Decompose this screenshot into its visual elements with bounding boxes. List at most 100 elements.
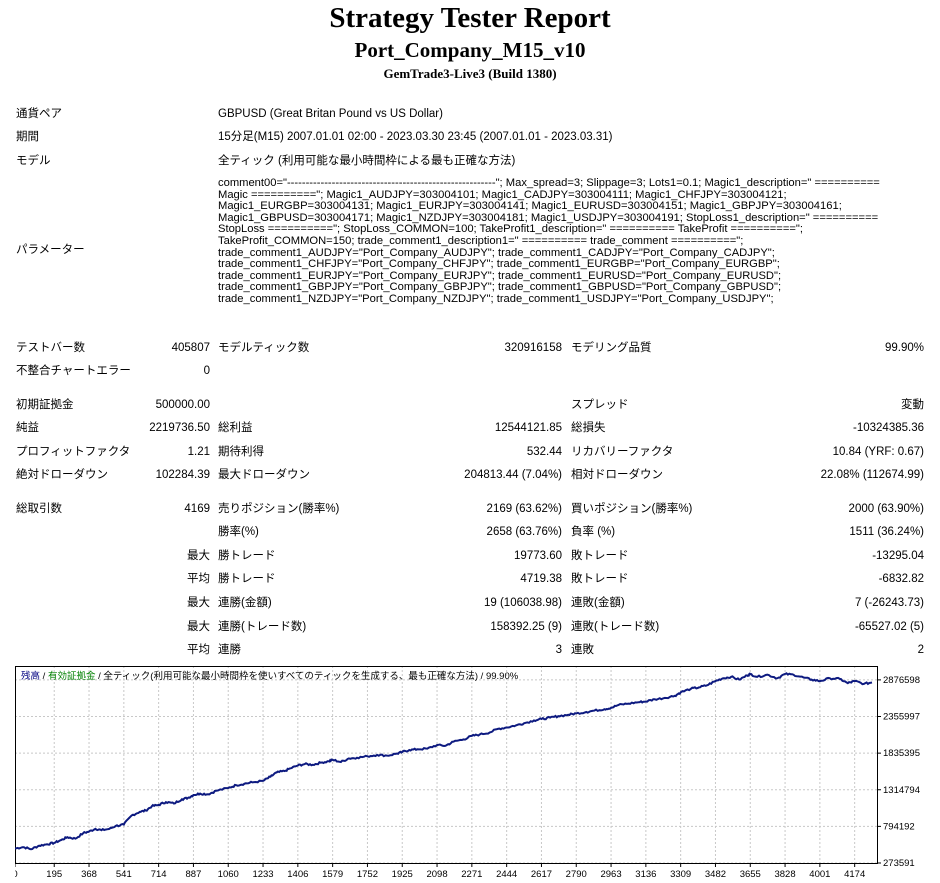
x-tick-label: 1579 <box>322 869 343 880</box>
largest-loss-label: 敗トレード <box>571 550 629 562</box>
avg-conswin-value: 3 <box>555 644 562 656</box>
avg-label: 平均 <box>187 573 210 585</box>
x-tick-label: 1925 <box>392 869 413 880</box>
y-tick-label: 273591 <box>883 858 915 869</box>
params-line: trade_comment1_NZDJPY="Port_Company_NZDJ… <box>218 292 774 305</box>
reldd-value: 22.08% (112674.99) <box>820 469 924 481</box>
x-tick-label: 3828 <box>774 869 795 880</box>
avg-label: 平均 <box>187 644 210 656</box>
params-line: Magic1_EURGBP=303004131; Magic1_EURJPY=3… <box>218 200 842 213</box>
x-tick-label: 2098 <box>426 869 447 880</box>
lossrate-label: 負率 (%) <box>571 526 616 538</box>
max-label: 最大 <box>187 621 210 633</box>
chart-frame <box>15 666 878 864</box>
y-tick-label: 1314794 <box>883 785 920 796</box>
params-line: trade_comment1_AUDJPY="Port_Company_AUDJ… <box>218 246 775 259</box>
short-label: 売りポジション(勝率%) <box>218 503 340 515</box>
balance-chart: 2876598 2355997 1835395 1314794 794192 273591… <box>15 666 938 883</box>
params-line: trade_comment1_EURJPY="Port_Company_EURJ… <box>218 269 782 282</box>
largest-win-value: 19773.60 <box>514 550 562 562</box>
x-tick-label: 1060 <box>218 869 239 880</box>
max-conswin-money-value: 19 (106038.98) <box>483 597 562 609</box>
ticks-value: 320916158 <box>504 342 562 354</box>
avg-loss-label: 敗トレード <box>571 573 629 585</box>
x-tick-label: 1752 <box>357 869 378 880</box>
bars-label: テストバー数 <box>16 342 85 354</box>
quality-value: 99.90% <box>884 342 924 354</box>
rf-label: リカバリーファクタ <box>571 446 674 458</box>
lossrate-value: 1511 (36.24%) <box>849 526 924 538</box>
max-conswin-trades-value: 158392.25 (9) <box>490 621 562 633</box>
x-tick-label: 714 <box>151 869 167 880</box>
x-tick-label: 2790 <box>566 869 587 880</box>
params-line: Magic1_GBPUSD=303004171; Magic1_NZDJPY=3… <box>218 211 879 224</box>
winrate-label: 勝率(%) <box>218 526 259 538</box>
x-tick-label: 3482 <box>705 869 726 880</box>
x-tick-label: 3309 <box>670 869 691 880</box>
chart-grid <box>15 666 877 864</box>
avg-loss-value: -6832.82 <box>878 573 924 585</box>
maxdd-label: 最大ドローダウン <box>218 469 310 481</box>
avg-win-label: 勝トレード <box>218 573 276 585</box>
reldd-label: 相対ドローダウン <box>571 469 663 481</box>
bars-value: 405807 <box>171 342 210 354</box>
x-tick-label: 2271 <box>461 869 482 880</box>
grossprofit-label: 総利益 <box>218 422 253 434</box>
largest-loss-value: -13295.04 <box>872 550 924 562</box>
max-conswin-trades-label: 連勝(トレード数) <box>218 621 307 633</box>
period-value: 15分足(M15) 2007.01.01 02:00 - 2023.03.30 … <box>218 131 613 143</box>
maxdd-value: 204813.44 (7.04%) <box>464 469 562 481</box>
params-block: comment00="-----------------------------… <box>218 177 918 306</box>
y-tick-label: 2876598 <box>883 675 920 686</box>
x-tick-label: 195 <box>46 869 62 880</box>
largest-win-label: 勝トレード <box>218 550 276 562</box>
payoff-value: 532.44 <box>526 446 562 458</box>
x-tick-label: 2963 <box>600 869 621 880</box>
avg-conswin-label: 連勝 <box>218 644 241 656</box>
x-tick-label: 3136 <box>635 869 656 880</box>
max-consloss-money-label: 連敗(金額) <box>571 597 625 609</box>
x-tick-label: 4174 <box>844 869 865 880</box>
mismatch-value: 0 <box>203 365 210 377</box>
legend-quality: / 99.90% <box>478 671 519 682</box>
y-tick-label: 2355997 <box>883 712 920 723</box>
params-line: Magic =========="; Magic1_AUDJPY=3030041… <box>218 188 787 201</box>
max-conswin-money-label: 連勝(金額) <box>218 597 272 609</box>
x-tick-label: 887 <box>186 869 202 880</box>
x-tick-label: 1406 <box>287 869 308 880</box>
params-line: StopLoss =========="; StopLoss_COMMON=10… <box>218 223 803 236</box>
balance-series-line <box>15 672 873 851</box>
report-title: Strategy Tester Report <box>329 2 611 34</box>
max-consloss-trades-label: 連敗(トレード数) <box>571 621 660 633</box>
x-tick-label: 3655 <box>740 869 761 880</box>
params-label: パラメーター <box>16 244 85 256</box>
params-line: comment00="-----------------------------… <box>218 177 880 189</box>
x-tick-label: 1233 <box>252 869 273 880</box>
model-label: モデル <box>16 155 51 167</box>
x-tick-label: 2617 <box>531 869 552 880</box>
grossprofit-value: 12544121.85 <box>494 422 562 434</box>
pf-value: 1.21 <box>187 446 210 458</box>
deposit-label: 初期証拠金 <box>16 399 74 411</box>
legend-model: 全ティック(利用可能な最小時間枠を使いすべてのティックを生成する、最も正確な方法… <box>103 670 478 682</box>
netprofit-value: 2219736.50 <box>149 422 210 434</box>
chart-background <box>15 666 938 883</box>
absdd-value: 102284.39 <box>155 469 210 481</box>
x-tick-label: 368 <box>81 869 97 880</box>
max-label: 最大 <box>187 550 210 562</box>
spread-label: スプレッド <box>571 399 629 411</box>
legend-balance: 残高 <box>21 670 40 682</box>
trades-value: 4169 <box>184 503 210 515</box>
trades-label: 総取引数 <box>16 503 62 515</box>
grossloss-label: 総損失 <box>571 422 606 434</box>
legend-separator: / <box>95 671 103 682</box>
x-tick-label: 0 <box>15 869 18 880</box>
long-value: 2000 (63.90%) <box>848 503 924 515</box>
legend-equity: 有効証拠金 <box>48 670 96 682</box>
server-build: GemTrade3-Live3 (Build 1380) <box>383 66 557 81</box>
avg-consloss-label: 連敗 <box>571 644 594 656</box>
pf-label: プロフィットファクタ <box>16 446 131 458</box>
long-label: 買いポジション(勝率%) <box>571 503 693 515</box>
ticks-label: モデルティック数 <box>218 342 310 354</box>
deposit-value: 500000.00 <box>155 399 210 411</box>
